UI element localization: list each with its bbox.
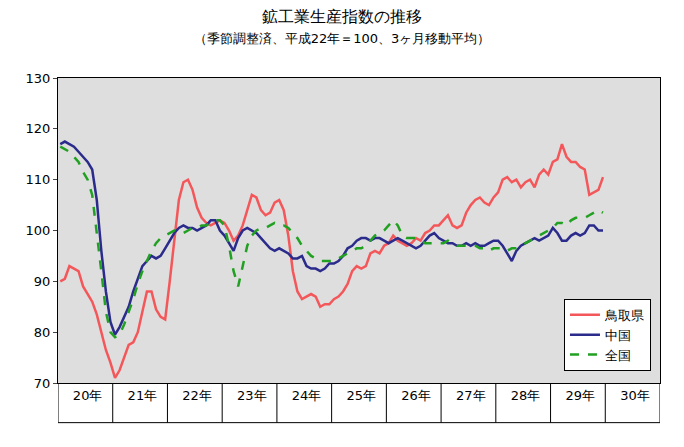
svg-text:100: 100	[26, 223, 51, 238]
svg-text:80: 80	[34, 325, 51, 340]
svg-text:26年: 26年	[401, 388, 431, 403]
svg-text:70: 70	[34, 376, 51, 391]
svg-text:中国: 中国	[605, 328, 631, 343]
svg-text:22年: 22年	[182, 388, 212, 403]
svg-text:鉱工業生産指数の推移（季節調整済、平成22年＝100、3ヶ月: 鉱工業生産指数の推移（季節調整済、平成22年＝100、3ヶ月移動平均）	[194, 7, 491, 46]
svg-text:25年: 25年	[347, 388, 377, 403]
svg-text:110: 110	[26, 172, 51, 187]
svg-text:90: 90	[34, 274, 51, 289]
svg-text:24年: 24年	[292, 388, 322, 403]
svg-text:28年: 28年	[511, 388, 541, 403]
svg-text:130: 130	[26, 71, 51, 86]
svg-text:29年: 29年	[565, 388, 595, 403]
svg-text:鳥取県: 鳥取県	[604, 308, 644, 323]
svg-text:全国: 全国	[605, 348, 631, 363]
svg-text:27年: 27年	[456, 388, 486, 403]
svg-text:120: 120	[26, 121, 51, 136]
svg-text:20年: 20年	[73, 388, 103, 403]
svg-text:23年: 23年	[237, 388, 267, 403]
svg-text:30年: 30年	[620, 388, 650, 403]
svg-text:21年: 21年	[128, 388, 158, 403]
